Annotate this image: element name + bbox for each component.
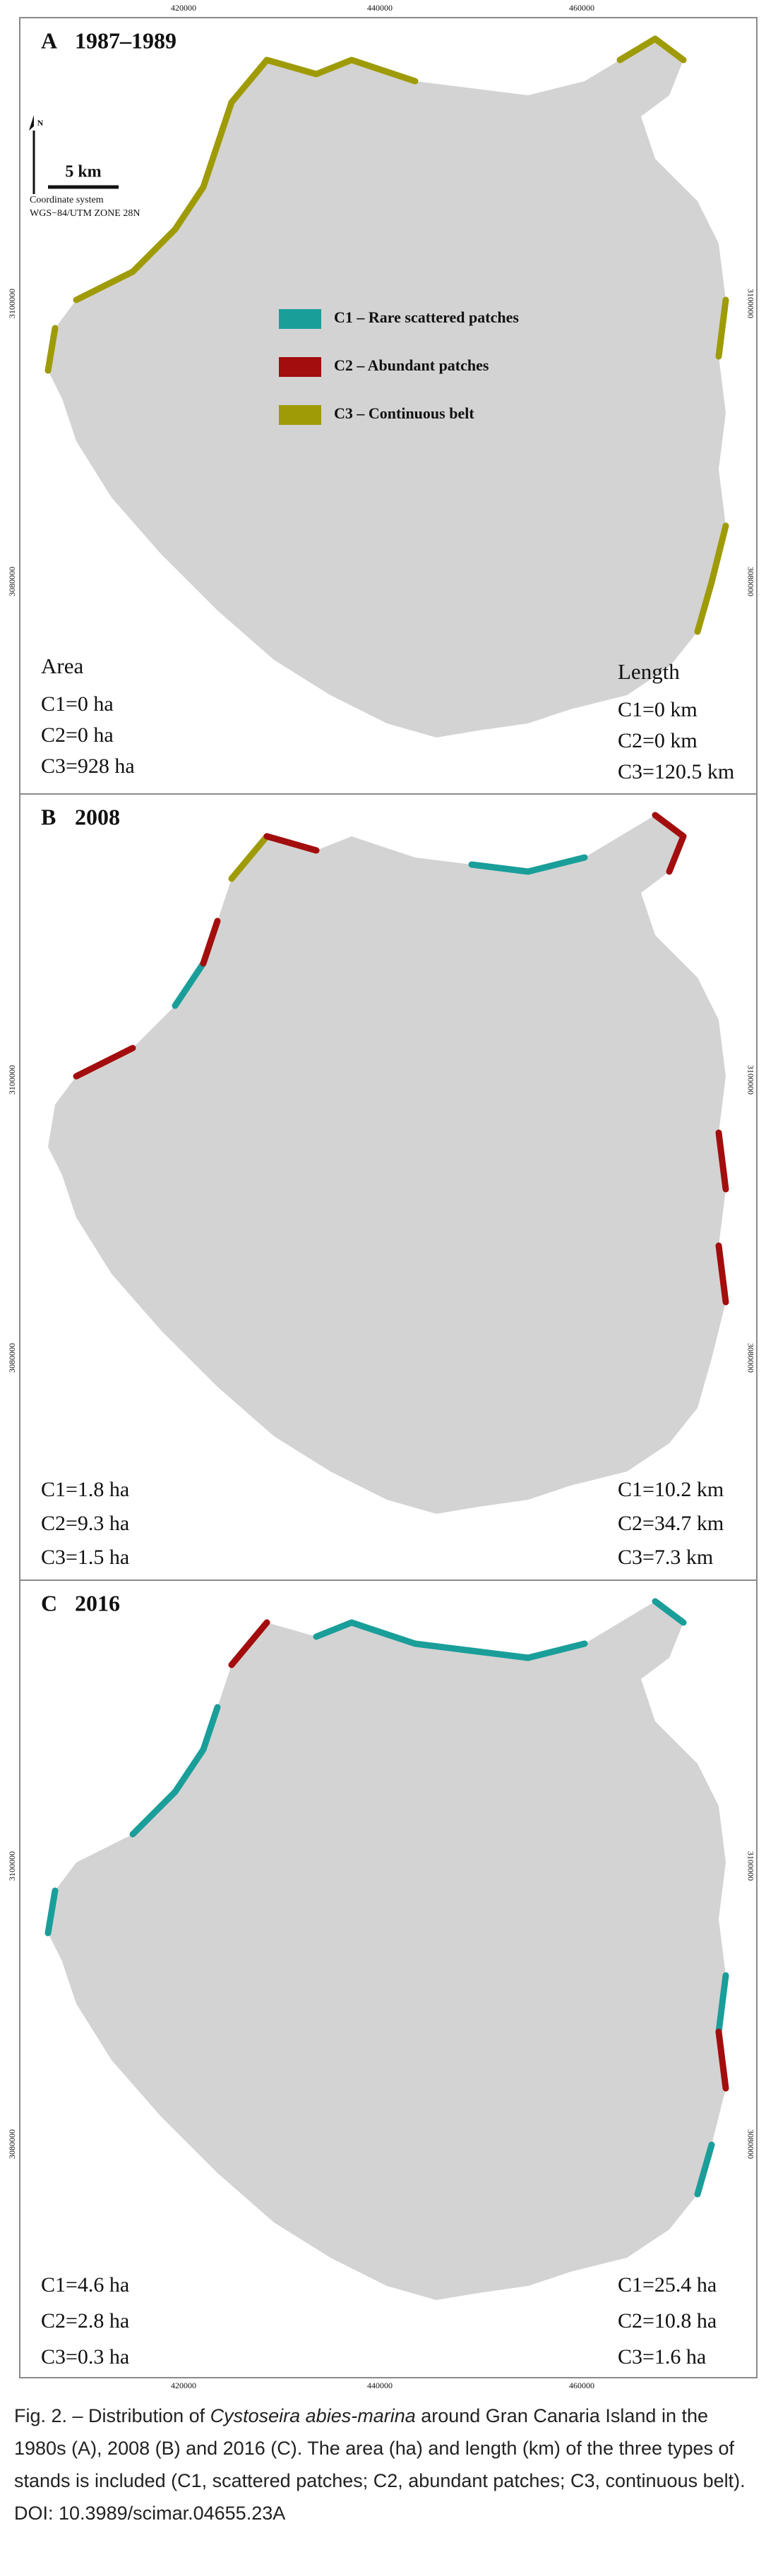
panel: 3100000 3100000 3080000 3080000 C 2016 C1=4.6 … (7, 1579, 758, 2378)
area-value: C3=1.5 ha (41, 1546, 129, 1569)
panel: 3100000 3100000 3080000 3080000 A 1987–1989 Ar… (7, 17, 758, 795)
coast-patch (715, 1972, 729, 2035)
panel-title: 2016 (75, 1590, 120, 1615)
coast-patch (263, 833, 320, 854)
area-value: C2=9.3 ha (41, 1512, 129, 1535)
coast-patch (44, 325, 59, 374)
north-label: N (37, 118, 44, 128)
panel-title: 2008 (75, 804, 120, 829)
legend-label: C3 – Continuous belt (334, 404, 474, 422)
x-coordinate-label: 420000 (171, 3, 196, 13)
y-coordinate-label: 3080000 (746, 1343, 755, 1373)
coast-patch (73, 56, 419, 303)
coast-patch (616, 35, 687, 64)
length-value: C1=10.2 km (618, 1478, 724, 1501)
coast-patch (228, 1619, 270, 1668)
panel-letter: C (41, 1590, 57, 1615)
legend-label: C2 – Abundant patches (334, 356, 489, 374)
x-coordinate-label: 440000 (367, 3, 393, 13)
panel-letter: A (41, 28, 57, 53)
area-heading: Area (41, 654, 83, 678)
coast-patch (652, 1598, 687, 1626)
caption-text: Fig. 2. – Distribution of (14, 2405, 210, 2426)
crs-label: WGS−84/UTM ZONE 28N (30, 208, 140, 219)
coast-patch (44, 1887, 59, 1937)
y-coordinate-label: 3100000 (7, 1851, 17, 1881)
length-value: C1=0 km (618, 698, 698, 721)
y-coordinate-label: 3100000 (746, 1065, 755, 1095)
y-coordinate-label: 3080000 (7, 2129, 17, 2159)
panel-frame (19, 1579, 758, 2378)
legend-swatch (279, 405, 321, 425)
y-coordinate-label: 3100000 (7, 1065, 17, 1095)
coast-patch (313, 1619, 588, 1661)
coast-patch (228, 833, 270, 882)
island (48, 1601, 726, 2300)
coast-patch (652, 812, 687, 875)
island (48, 815, 726, 1514)
panel: 3100000 3100000 3080000 3080000 B 2008 C1=1.8 … (7, 793, 758, 1581)
area-value: C1=1.8 ha (41, 1478, 129, 1501)
length-heading: Length (618, 659, 680, 684)
crs-label: Coordinate system (30, 195, 104, 205)
island (48, 39, 726, 738)
coast-patch (73, 1045, 136, 1080)
area-value: C2=2.8 ha (41, 2309, 129, 2333)
x-coordinate-label: 460000 (569, 2381, 594, 2390)
area-value: C3=928 ha (41, 754, 135, 778)
y-coordinate-label: 3080000 (746, 2129, 755, 2159)
x-coordinate-label: 460000 (569, 3, 594, 13)
length-value: C2=10.8 ha (618, 2309, 717, 2333)
x-coordinate-label: 440000 (367, 2381, 393, 2390)
y-coordinate-label: 3100000 (746, 289, 755, 318)
north-arrow-head (29, 115, 34, 131)
area-value: C2=0 ha (41, 723, 114, 747)
y-coordinate-label: 3080000 (7, 567, 17, 596)
panel-letter: B (41, 804, 56, 829)
coast-patch (468, 854, 588, 875)
scale-label: 5 km (65, 163, 101, 181)
coast-patch (715, 1242, 729, 1306)
y-coordinate-label: 3100000 (746, 1851, 755, 1881)
y-coordinate-label: 3080000 (746, 567, 755, 596)
area-value: C1=0 ha (41, 692, 114, 716)
length-value: C1=25.4 ha (618, 2273, 717, 2297)
coast-patch (715, 1129, 729, 1193)
y-coordinate-label: 3100000 (7, 289, 17, 318)
coast-patch (200, 917, 221, 967)
caption-text: around Gran Canaria Island in the 1980s … (14, 2405, 746, 2524)
legend-swatch (279, 357, 321, 377)
coast-patch (715, 2028, 729, 2092)
x-coordinate-label: 420000 (171, 2381, 196, 2390)
area-value: C3=0.3 ha (41, 2345, 129, 2369)
coast-patch (129, 1704, 221, 1838)
caption-species: Cystoseira abies-marina (210, 2405, 416, 2426)
coast-patch (694, 522, 729, 635)
coast-patch (172, 960, 207, 1009)
area-value: C1=4.6 ha (41, 2273, 129, 2297)
length-value: C3=7.3 km (618, 1546, 713, 1569)
y-coordinate-label: 3080000 (7, 1343, 17, 1373)
length-value: C2=34.7 km (618, 1512, 724, 1535)
length-value: C3=1.6 ha (618, 2345, 706, 2369)
figure-caption: Fig. 2. – Distribution of Cystoseira abi… (14, 2400, 765, 2529)
legend-label: C1 – Rare scattered patches (334, 308, 519, 326)
coast-patch (694, 2141, 715, 2198)
legend-swatch (279, 309, 321, 329)
panel-title: 1987–1989 (75, 28, 176, 53)
coast-patch (715, 296, 729, 360)
length-value: C2=0 km (618, 729, 698, 752)
length-value: C3=120.5 km (618, 760, 734, 783)
figure: 3100000 3100000 3080000 3080000 A 1987–1989 Ar… (7, 3, 758, 2390)
